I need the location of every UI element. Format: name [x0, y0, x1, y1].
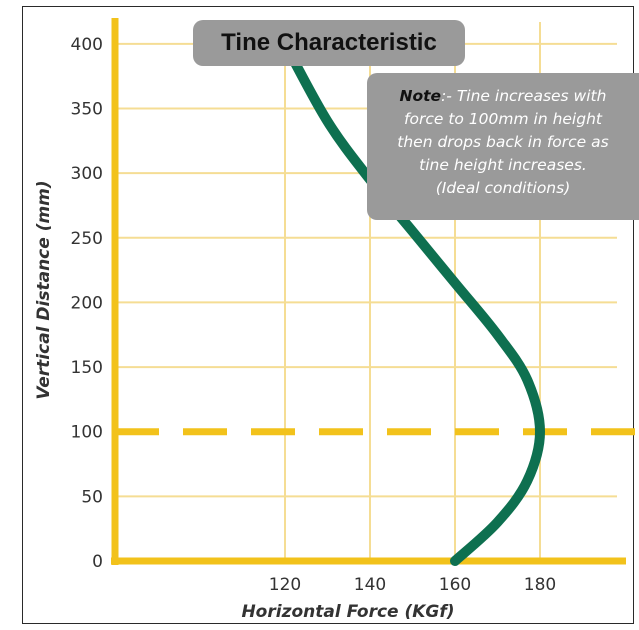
y-axis-title: Vertical Distance (mm) — [34, 180, 54, 399]
note-label: Note — [399, 87, 442, 105]
x-tick-label-160: 160 — [439, 575, 471, 595]
axis-layer — [111, 18, 626, 565]
y-tick-label-0: 0 — [92, 552, 103, 572]
x-tick-label-140: 140 — [354, 575, 386, 595]
note-text: :- Tine increases with force to 100mm in… — [397, 87, 609, 197]
curve-layer — [280, 38, 545, 566]
y-tick-label-50: 50 — [81, 487, 103, 507]
y-tick-label-400: 400 — [71, 35, 103, 55]
x-tick-label-180: 180 — [524, 575, 556, 595]
tick-label-layer: 0 50 100 150 200 250 300 350 400 120 140 160 180 — [71, 35, 557, 595]
y-tick-label-200: 200 — [71, 293, 103, 313]
y-tick-label-350: 350 — [71, 100, 103, 120]
x-tick-label-120: 120 — [269, 575, 301, 595]
y-tick-label-250: 250 — [71, 229, 103, 249]
series-line-0 — [280, 38, 545, 566]
y-tick-label-150: 150 — [71, 358, 103, 378]
x-axis-title: Horizontal Force (KGf) — [241, 602, 454, 622]
y-tick-label-300: 300 — [71, 164, 103, 184]
note-box: Note:- Tine increases with force to 100m… — [367, 73, 639, 220]
y-tick-label-100: 100 — [71, 423, 103, 443]
chart-title: Tine Characteristic — [193, 20, 465, 66]
